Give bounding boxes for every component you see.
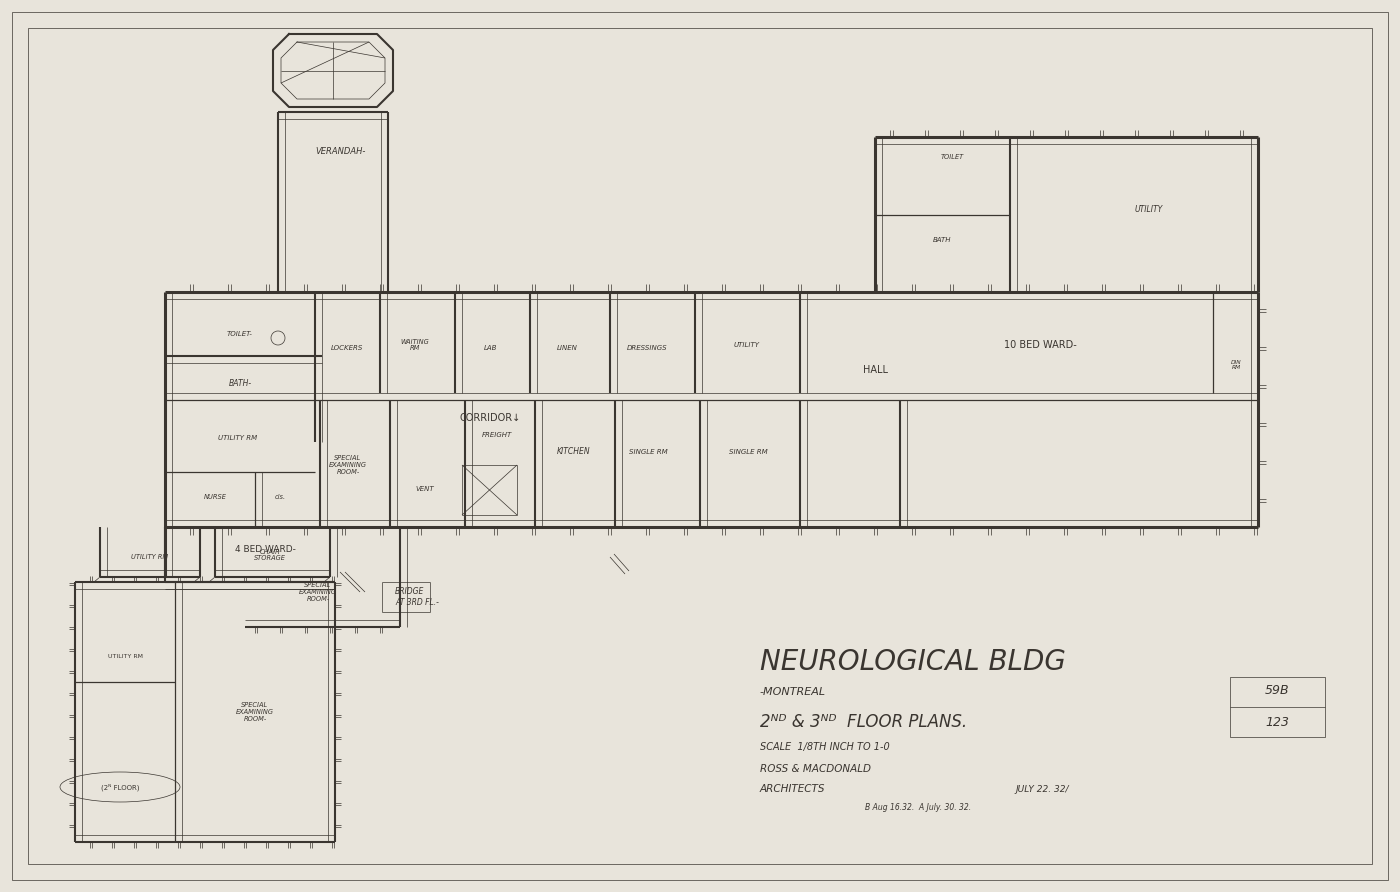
Text: SPECIAL
EXAMINING
ROOM-: SPECIAL EXAMINING ROOM- <box>300 582 337 602</box>
Text: UTILITY: UTILITY <box>734 342 760 348</box>
Text: UTILITY RM: UTILITY RM <box>218 435 258 441</box>
Text: SINGLE RM: SINGLE RM <box>629 449 668 455</box>
Text: WAITING
RM: WAITING RM <box>400 338 430 351</box>
Text: 59B: 59B <box>1264 684 1289 698</box>
Text: LOCKERS: LOCKERS <box>330 345 363 351</box>
Text: FREIGHT: FREIGHT <box>482 432 512 438</box>
Text: SCALE  1/8TH INCH TO 1-0: SCALE 1/8TH INCH TO 1-0 <box>760 742 890 752</box>
Text: KITCHEN: KITCHEN <box>557 448 591 457</box>
Text: B Aug 16.32.  A July. 30. 32.: B Aug 16.32. A July. 30. 32. <box>865 803 972 812</box>
Text: BATH-: BATH- <box>228 379 252 389</box>
Text: NURSE: NURSE <box>203 494 227 500</box>
Text: SPECIAL
EXAMINING
ROOM-: SPECIAL EXAMINING ROOM- <box>237 702 274 722</box>
Text: 10 BED WARD-: 10 BED WARD- <box>1004 340 1077 350</box>
Text: JULY 22. 32/: JULY 22. 32/ <box>1015 784 1068 794</box>
Text: LINEN: LINEN <box>557 345 577 351</box>
Text: NEUROLOGICAL BLDG: NEUROLOGICAL BLDG <box>760 648 1065 676</box>
Text: BRIDGE
AT 3RD FL.-: BRIDGE AT 3RD FL.- <box>395 587 438 607</box>
Text: UTILITY RM: UTILITY RM <box>108 655 143 659</box>
Bar <box>1231 677 1324 737</box>
Text: 123: 123 <box>1266 715 1289 729</box>
Text: 4 BED WARD-: 4 BED WARD- <box>235 544 295 554</box>
Text: LAB: LAB <box>483 345 497 351</box>
Text: VERANDAH-: VERANDAH- <box>316 147 367 156</box>
Text: UTILITY: UTILITY <box>1135 205 1163 214</box>
Text: TOILET: TOILET <box>941 154 963 160</box>
Text: SINGLE RM: SINGLE RM <box>728 449 767 455</box>
Text: HALL: HALL <box>862 365 888 375</box>
Text: UTILITY RM: UTILITY RM <box>132 554 168 560</box>
Text: DIN
RM: DIN RM <box>1231 359 1242 370</box>
Text: ROSS & MACDONALD: ROSS & MACDONALD <box>760 764 871 774</box>
Text: SPECIAL
EXAMINING
ROOM-: SPECIAL EXAMINING ROOM- <box>329 455 367 475</box>
Text: TOILET-: TOILET- <box>227 331 253 337</box>
Text: -MONTREAL: -MONTREAL <box>760 687 826 697</box>
Text: (2ᴺ FLOOR): (2ᴺ FLOOR) <box>101 783 139 790</box>
Text: VENT: VENT <box>416 486 434 492</box>
Text: cls.: cls. <box>274 494 286 500</box>
Text: CORRIDOR↓: CORRIDOR↓ <box>459 413 521 423</box>
Text: DRESSINGS: DRESSINGS <box>627 345 668 351</box>
Text: 2ᴺᴰ & 3ᴺᴰ  FLOOR PLANS.: 2ᴺᴰ & 3ᴺᴰ FLOOR PLANS. <box>760 713 967 731</box>
Text: BATH: BATH <box>932 237 951 243</box>
Text: CHAIR
STORAGE: CHAIR STORAGE <box>253 549 286 561</box>
Text: ARCHITECTS: ARCHITECTS <box>760 784 826 794</box>
